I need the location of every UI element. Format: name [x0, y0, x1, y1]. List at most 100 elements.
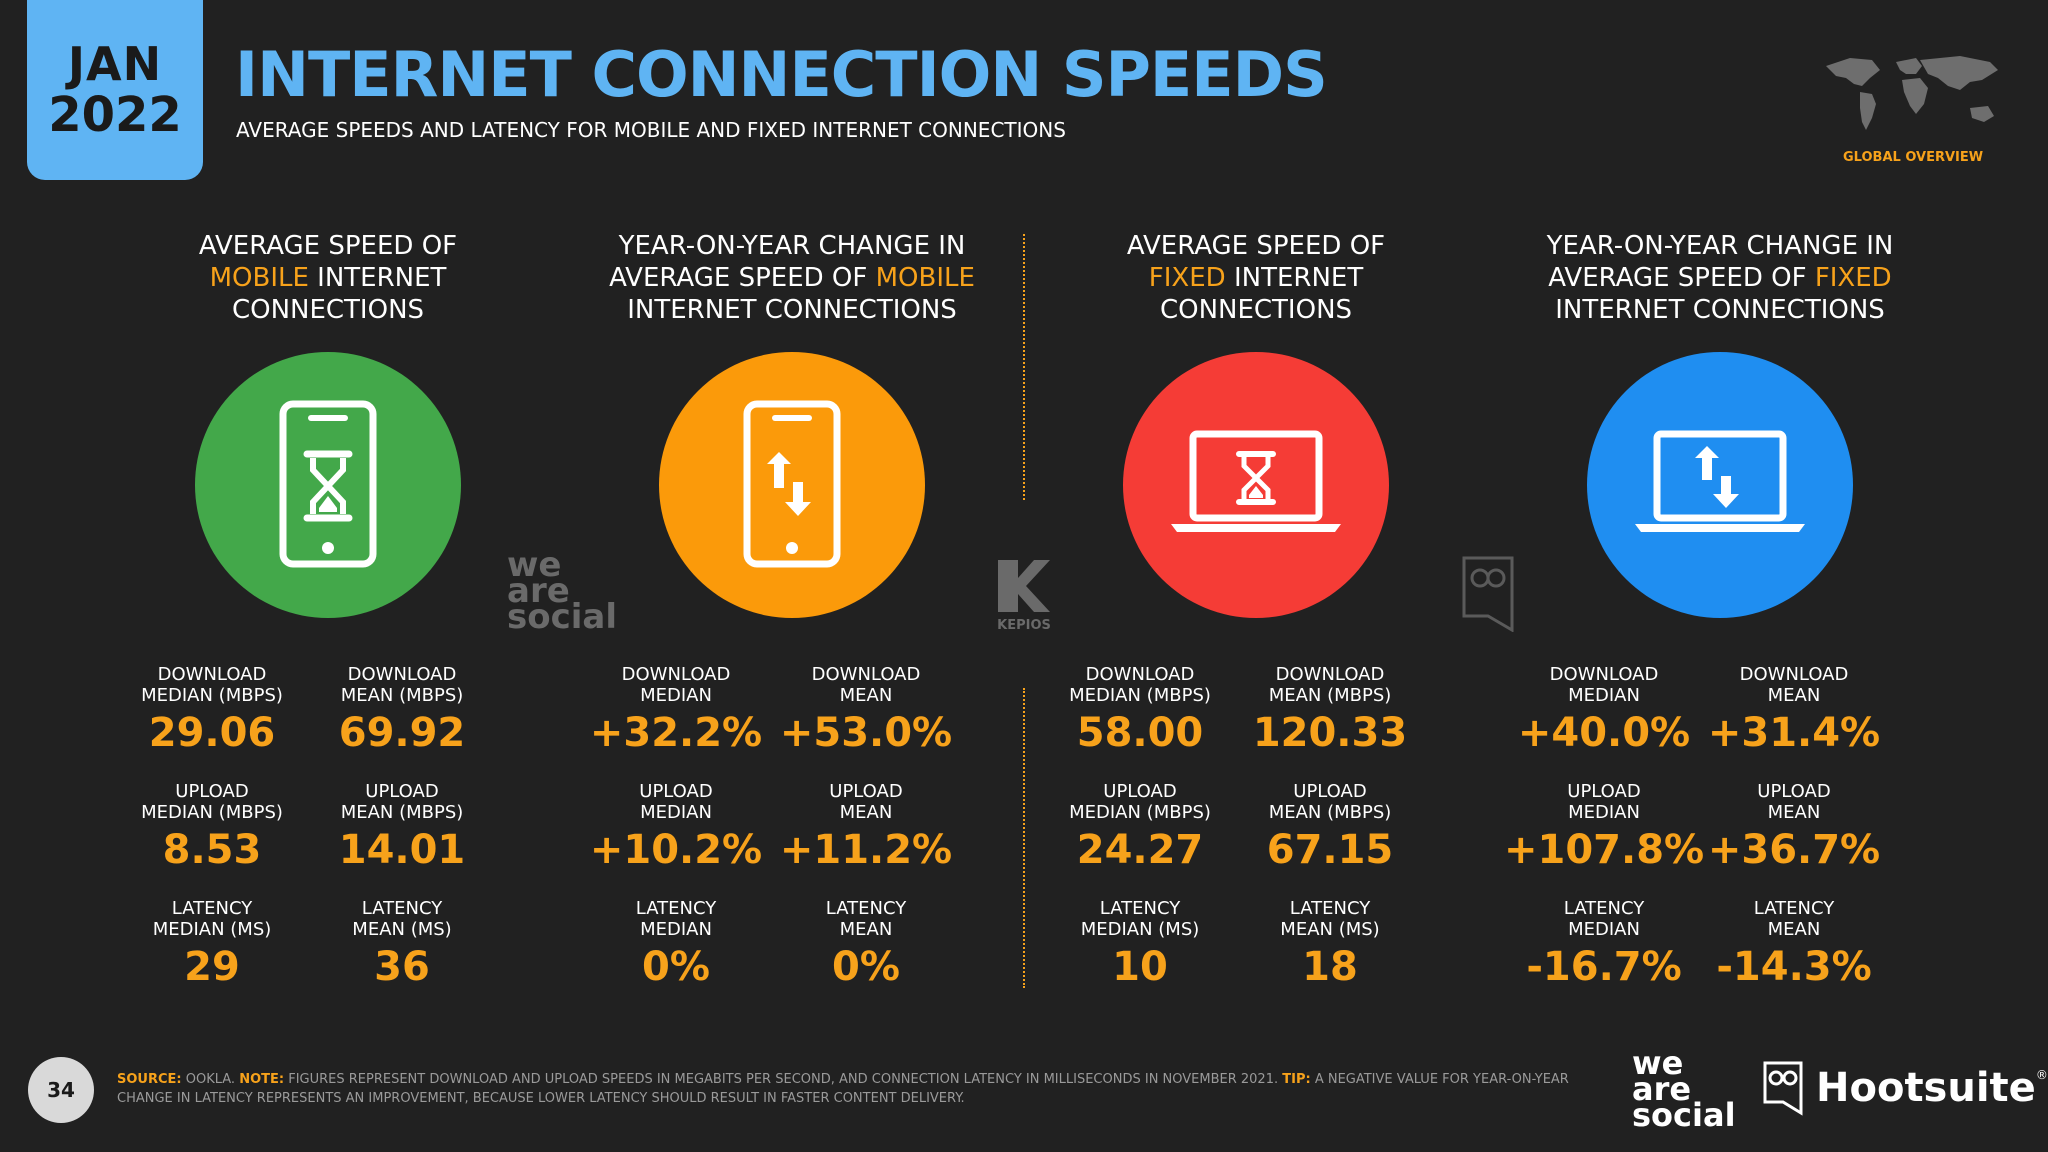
world-map-icon — [1826, 56, 1998, 130]
metric-label-line: MEDIAN (MS) — [1080, 919, 1200, 940]
heading-text: AVERAGE SPEED OF — [1548, 263, 1815, 293]
metric-label-line: MEDIAN (MBPS) — [141, 802, 283, 823]
metric-cell: UPLOAD MEAN +11.2% — [766, 781, 966, 873]
metric-cell: LATENCY MEDIAN -16.7% — [1504, 898, 1704, 990]
metric-label-line: LATENCY — [171, 898, 253, 919]
metric-label-line: UPLOAD — [1757, 781, 1831, 802]
metric-label-line: UPLOAD — [829, 781, 903, 802]
metric-cell: DOWNLOAD MEDIAN (MBPS) 58.00 — [1040, 664, 1240, 756]
metric-cell: DOWNLOAD MEAN (MBPS) 69.92 — [302, 664, 502, 756]
metric-label: UPLOAD MEAN (MBPS) — [302, 781, 502, 823]
watermark-text: social — [507, 597, 618, 637]
metric-value: 120.33 — [1252, 710, 1408, 756]
metric-label: DOWNLOAD MEAN (MBPS) — [302, 664, 502, 706]
metric-value: 36 — [374, 944, 430, 990]
metric-value: 29.06 — [148, 710, 276, 756]
metric-value: 58.00 — [1076, 710, 1204, 756]
metric-label-line: UPLOAD — [1567, 781, 1641, 802]
heading-highlight: MOBILE — [209, 263, 309, 293]
metric-label-line: UPLOAD — [175, 781, 249, 802]
metric-label-line: LATENCY — [361, 898, 443, 919]
metric-cell: UPLOAD MEAN (MBPS) 14.01 — [302, 781, 502, 873]
metric-value: 29 — [184, 944, 240, 990]
metric-label-line: MEDIAN — [640, 685, 712, 706]
heading-line: MOBILE INTERNET — [98, 262, 558, 294]
metric-label-line: DOWNLOAD — [1275, 664, 1385, 685]
metric-label: UPLOAD MEDIAN (MBPS) — [1040, 781, 1240, 823]
metric-label: DOWNLOAD MEDIAN — [1504, 664, 1704, 706]
metric-value: +40.0% — [1517, 710, 1691, 756]
metric-label: DOWNLOAD MEAN (MBPS) — [1230, 664, 1430, 706]
metric-value: 10 — [1112, 944, 1168, 990]
metric-label-line: MEAN (MBPS) — [1268, 685, 1392, 706]
heading-text: AVERAGE SPEED OF — [609, 263, 876, 293]
metric-label-line: MEAN — [839, 802, 893, 823]
metric-label: DOWNLOAD MEAN — [1694, 664, 1894, 706]
metric-cell: UPLOAD MEAN (MBPS) 67.15 — [1230, 781, 1430, 873]
metric-label: LATENCY MEDIAN (MS) — [1040, 898, 1240, 940]
metric-label: LATENCY MEAN — [1694, 898, 1894, 940]
metric-label: UPLOAD MEDIAN (MBPS) — [112, 781, 312, 823]
we-are-social-watermark: we are social — [507, 548, 618, 637]
metric-label-line: MEAN (MBPS) — [1268, 802, 1392, 823]
trademark: ® — [2035, 1068, 2048, 1082]
metric-cell: DOWNLOAD MEDIAN (MBPS) 29.06 — [112, 664, 312, 756]
metric-value: +10.2% — [589, 827, 763, 873]
metric-label-line: MEDIAN (MBPS) — [141, 685, 283, 706]
metric-label-line: MEAN — [839, 919, 893, 940]
section-divider — [1023, 234, 1025, 500]
heading-line: CONNECTIONS — [1159, 295, 1353, 325]
metric-label-line: MEAN (MBPS) — [340, 802, 464, 823]
metric-label-line: DOWNLOAD — [347, 664, 457, 685]
metric-cell: DOWNLOAD MEAN (MBPS) 120.33 — [1230, 664, 1430, 756]
metric-label-line: DOWNLOAD — [811, 664, 921, 685]
metric-label-line: MEDIAN (MS) — [152, 919, 272, 940]
column-fixed-speed: AVERAGE SPEED OF FIXED INTERNET CONNECTI… — [1026, 230, 1486, 618]
metric-cell: DOWNLOAD MEAN +53.0% — [766, 664, 966, 756]
note-key: NOTE: — [239, 1072, 285, 1087]
metric-value: +31.4% — [1707, 710, 1881, 756]
metric-label: DOWNLOAD MEDIAN (MBPS) — [112, 664, 312, 706]
metric-label-line: MEAN — [1767, 919, 1821, 940]
heading-line: YEAR-ON-YEAR CHANGE IN — [618, 231, 966, 261]
date-month: JAN — [67, 37, 163, 91]
metric-label-line: UPLOAD — [1103, 781, 1177, 802]
metric-value: +53.0% — [779, 710, 953, 756]
global-overview-tag: GLOBAL OVERVIEW — [1843, 150, 1984, 165]
metric-label: LATENCY MEDIAN — [1504, 898, 1704, 940]
heading-line: INTERNET CONNECTIONS — [627, 295, 957, 325]
logo-text: are — [1632, 1070, 1692, 1108]
metric-label-line: LATENCY — [1563, 898, 1645, 919]
metric-label-line: LATENCY — [1099, 898, 1181, 919]
metric-label-line: DOWNLOAD — [1085, 664, 1195, 685]
source-key: SOURCE: — [117, 1072, 182, 1087]
date-badge: JAN 2022 — [27, 0, 203, 180]
source-text: OOKLA. — [181, 1072, 240, 1087]
column-heading: YEAR-ON-YEAR CHANGE IN AVERAGE SPEED OF … — [1490, 230, 1950, 328]
watermark-text: are — [507, 571, 570, 611]
metric-cell: LATENCY MEDIAN 0% — [576, 898, 776, 990]
metric-value: +32.2% — [589, 710, 763, 756]
metric-label-line: MEAN (MS) — [352, 919, 452, 940]
metric-cell: DOWNLOAD MEDIAN +40.0% — [1504, 664, 1704, 756]
metric-label: UPLOAD MEDIAN — [1504, 781, 1704, 823]
page-subtitle: AVERAGE SPEEDS AND LATENCY FOR MOBILE AN… — [236, 118, 1066, 142]
metric-label: DOWNLOAD MEDIAN — [576, 664, 776, 706]
page-number: 34 — [28, 1057, 94, 1123]
metric-label: LATENCY MEDIAN (MS) — [112, 898, 312, 940]
metric-cell: UPLOAD MEDIAN (MBPS) 8.53 — [112, 781, 312, 873]
metric-label-line: LATENCY — [1753, 898, 1835, 919]
heading-line: AVERAGE SPEED OF FIXED — [1490, 262, 1950, 294]
metric-cell: DOWNLOAD MEDIAN +32.2% — [576, 664, 776, 756]
metric-value: 24.27 — [1076, 827, 1204, 873]
heading-line: YEAR-ON-YEAR CHANGE IN — [1546, 231, 1894, 261]
kepios-logo-icon — [998, 560, 1050, 612]
metric-value: +11.2% — [779, 827, 953, 873]
hootsuite-logo: Hootsuite ® — [1762, 1058, 2048, 1118]
mobile-speed-icon — [279, 400, 377, 568]
column-fixed-change: YEAR-ON-YEAR CHANGE IN AVERAGE SPEED OF … — [1490, 230, 1950, 618]
fixed-speed-icon — [1171, 430, 1341, 532]
metric-value: 0% — [642, 944, 710, 990]
metric-cell: UPLOAD MEDIAN +107.8% — [1504, 781, 1704, 873]
metric-label-line: MEDIAN (MBPS) — [1069, 685, 1211, 706]
